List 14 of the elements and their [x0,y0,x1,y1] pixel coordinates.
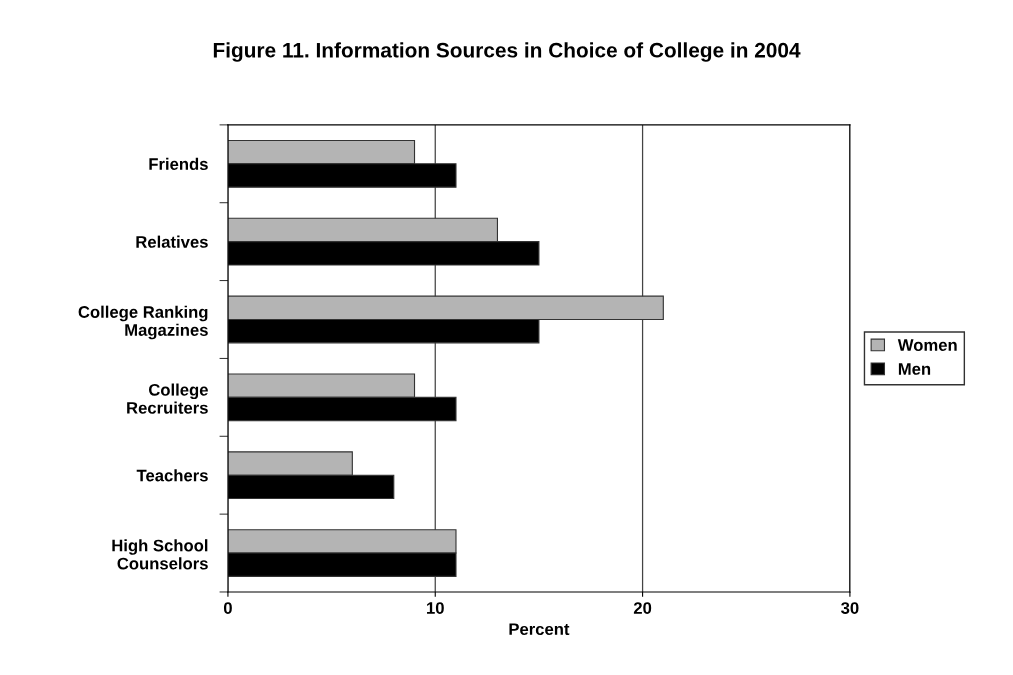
y-tick-label: College Ranking Magazines [78,305,208,340]
y-tick-label: College Recruiters [127,383,208,414]
x-tick-label: 10 [427,602,444,614]
x-tick-label: 20 [633,602,652,614]
x-axis-title: Percent [509,623,570,636]
y-tick-label: Relatives [136,235,208,248]
chart-title: Figure 11. Information Sources in Choice of College in 2004 [213,42,801,62]
legend-label: Men [898,363,931,375]
y-tick-label: High School Counselors [112,539,208,570]
legend-label: Women [897,339,957,351]
x-tick-label: 0 [223,602,232,614]
y-tick-label: Teachers [136,469,208,482]
y-tick-label: Friends [149,157,208,170]
x-tick-label: 30 [841,602,859,614]
